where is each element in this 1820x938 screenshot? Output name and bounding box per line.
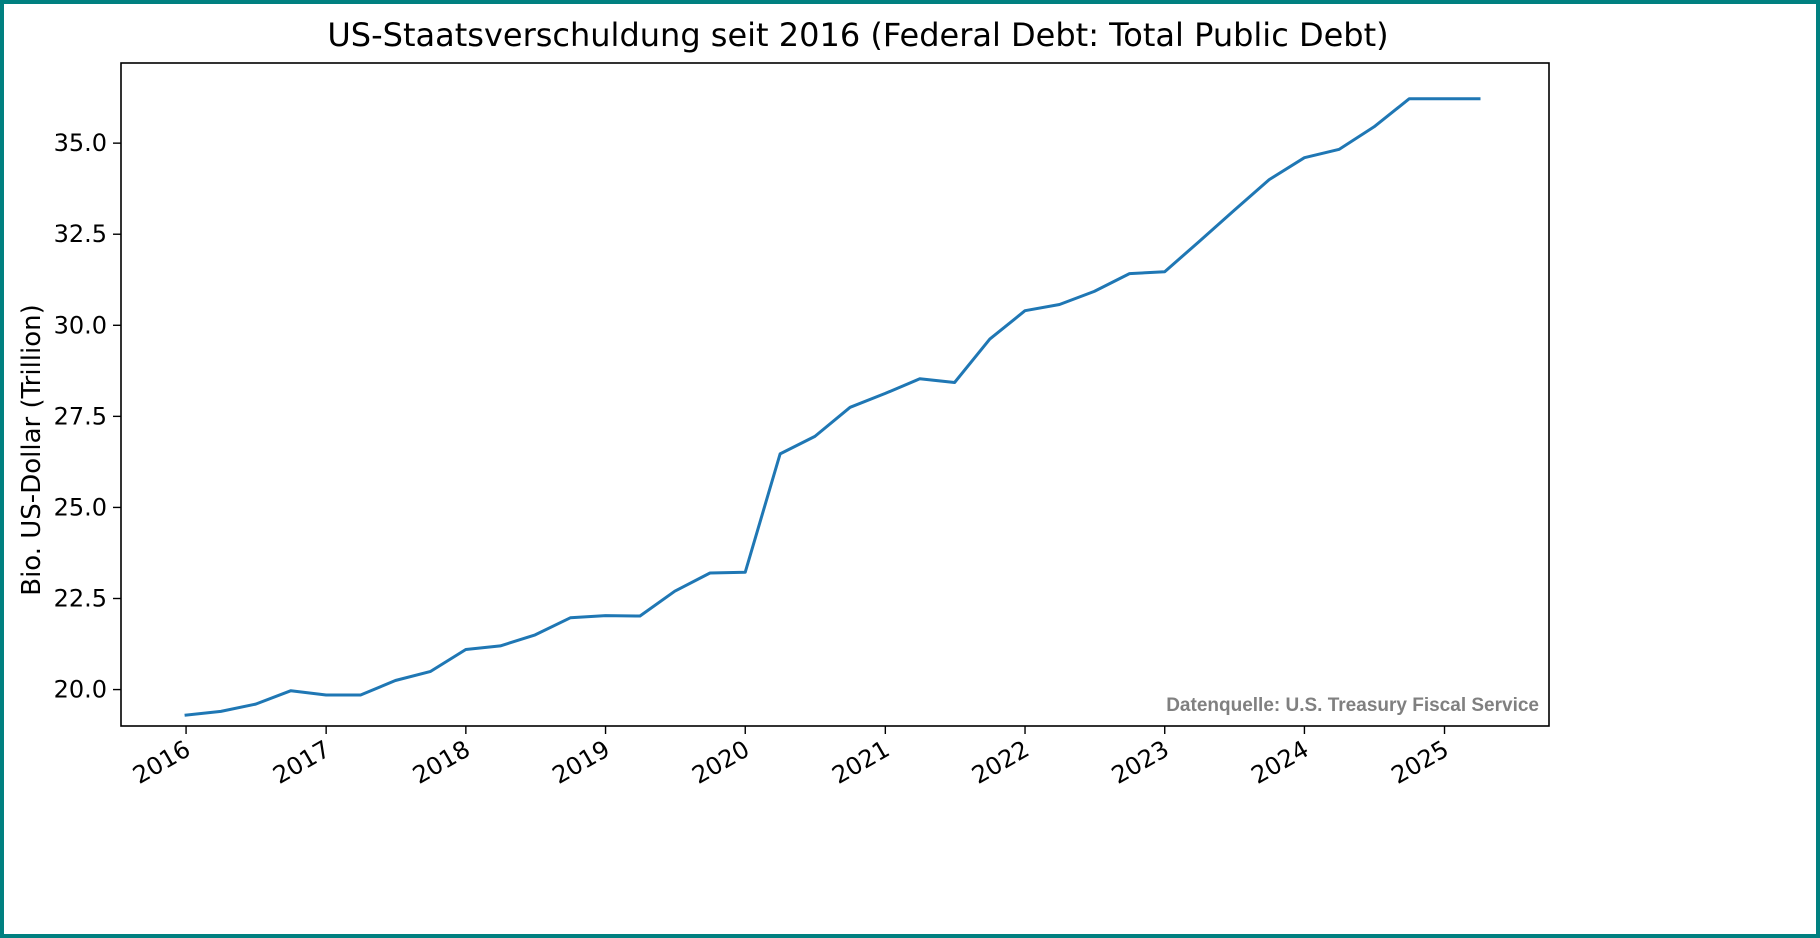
data-point: [953, 381, 956, 384]
data-point: [325, 694, 328, 697]
data-point: [1198, 240, 1201, 243]
y-axis: 20.0 22.5 25.0 27.5 30.0 32.5 35.0: [54, 129, 121, 704]
data-point: [220, 710, 223, 713]
data-point: [1024, 309, 1027, 312]
data-point: [1373, 125, 1376, 128]
data-point: [814, 435, 817, 438]
y-tick-label: 32.5: [54, 220, 107, 248]
data-point: [394, 679, 397, 682]
data-point: [744, 571, 747, 574]
y-tick-label: 22.5: [54, 585, 107, 613]
data-point: [988, 338, 991, 341]
data-point: [1128, 272, 1131, 275]
y-tick-label: 27.5: [54, 402, 107, 430]
source-note: Datenquelle: U.S. Treasury Fiscal Servic…: [1166, 695, 1539, 716]
data-point: [1443, 97, 1446, 100]
series-lines: [184, 97, 1481, 717]
x-tick-label: 2019: [548, 735, 615, 790]
y-axis-label: Bio. US-Dollar (Trillion): [17, 304, 47, 596]
x-tick-label: 2024: [1247, 735, 1314, 790]
data-point: [464, 648, 467, 651]
y-tick-label: 35.0: [54, 129, 107, 157]
x-tick-label: 2021: [827, 735, 894, 790]
data-point: [1303, 156, 1306, 159]
plot-area: [120, 62, 1550, 727]
data-point: [185, 714, 188, 717]
chart-title: US-Staatsverschuldung seit 2016 (Federal…: [327, 16, 1388, 54]
data-point: [1478, 97, 1481, 100]
data-point: [918, 377, 921, 380]
data-point: [1408, 97, 1411, 100]
data-point: [709, 572, 712, 575]
data-point: [673, 590, 676, 593]
data-point: [1058, 303, 1061, 306]
x-tick-label: 2020: [687, 735, 754, 790]
x-tick-label: 2023: [1107, 735, 1174, 790]
y-tick-label: 25.0: [54, 493, 107, 521]
data-point: [254, 703, 257, 706]
x-axis: 2016 2017 2018 2019 2020 2021 2022 2023 2024 2025: [128, 726, 1454, 790]
data-point: [359, 694, 362, 697]
data-point: [849, 406, 852, 409]
x-tick-label: 2018: [408, 735, 475, 790]
x-tick-label: 2016: [128, 735, 195, 790]
data-point: [1163, 270, 1166, 273]
x-tick-label: 2022: [967, 735, 1034, 790]
data-point: [1338, 148, 1341, 151]
x-tick-label: 2017: [268, 735, 335, 790]
data-point: [290, 689, 293, 692]
data-point: [569, 616, 572, 619]
debt-line-chart: US-Staatsverschuldung seit 2016 (Federal…: [17, 16, 1550, 790]
data-point: [1233, 209, 1236, 212]
data-point: [429, 670, 432, 673]
data-point: [534, 634, 537, 637]
data-point: [779, 453, 782, 456]
x-tick-label: 2025: [1387, 735, 1454, 790]
data-point: [1093, 290, 1096, 293]
series-line-0: [184, 97, 1481, 717]
data-point: [1268, 178, 1271, 181]
y-tick-label: 30.0: [54, 311, 107, 339]
data-point: [639, 615, 642, 618]
data-point: [604, 614, 607, 617]
data-point: [499, 645, 502, 648]
data-point: [884, 392, 887, 395]
y-tick-label: 20.0: [54, 676, 107, 704]
